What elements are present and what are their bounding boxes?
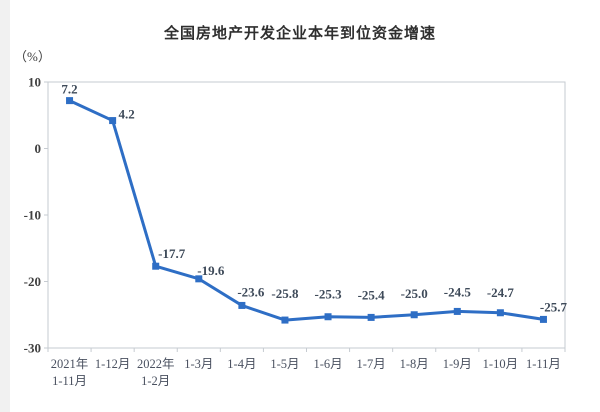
data-point-marker <box>410 311 418 319</box>
data-point-marker <box>539 315 547 323</box>
data-point-label: -24.5 <box>444 284 472 299</box>
data-point-marker <box>367 313 375 321</box>
data-point-label: -25.0 <box>401 286 428 301</box>
y-axis-unit-label: （%） <box>14 49 51 64</box>
data-point-label: -25.7 <box>540 299 568 314</box>
data-point-marker <box>496 309 504 317</box>
data-point-label: 7.2 <box>61 82 77 97</box>
y-tick-label: 10 <box>28 75 41 90</box>
data-point-marker <box>152 262 160 270</box>
x-tick-label: 1-4月 <box>227 357 256 371</box>
x-tick-label: 1-10月 <box>483 357 518 371</box>
x-tick-label: 1-9月 <box>443 357 472 371</box>
data-point-marker <box>195 275 203 283</box>
data-series-line <box>68 99 545 322</box>
x-tick-label: 1-7月 <box>357 357 386 371</box>
page-left-gutter <box>0 0 10 412</box>
data-point-marker <box>453 307 461 315</box>
y-tick-label: -20 <box>24 274 41 289</box>
data-point-label: -25.4 <box>358 287 386 302</box>
x-tick-label: 1-5月 <box>270 357 299 371</box>
data-point-label: -17.7 <box>158 246 186 261</box>
data-point-label: -25.8 <box>271 286 299 301</box>
y-tick-label: -30 <box>24 341 41 356</box>
data-point-label: -23.6 <box>237 284 265 299</box>
data-point-label: -25.3 <box>314 287 342 302</box>
x-tick-label: 1-3月 <box>184 357 213 371</box>
y-tick-label: -10 <box>24 208 41 223</box>
data-point-label: 4.2 <box>119 107 135 122</box>
data-point-marker <box>109 117 117 125</box>
x-tick-label: 1-12月 <box>95 357 130 371</box>
x-tick-label: 2022年 1-2月 <box>137 357 175 388</box>
x-tick-label: 1-6月 <box>313 357 342 371</box>
data-point-marker <box>238 301 246 309</box>
x-tick-label: 1-11月 <box>526 357 561 371</box>
plot-border <box>47 81 566 349</box>
data-point-marker <box>281 316 289 324</box>
x-tick-label: 1-8月 <box>400 357 429 371</box>
data-point-label: -19.6 <box>197 263 225 278</box>
chart-title: 全国房地产开发企业本年到位资金增速 <box>163 25 436 42</box>
x-tick-label: 2021年 1-11月 <box>51 357 89 388</box>
data-point-label: -24.7 <box>487 285 515 300</box>
data-point-marker <box>324 313 332 321</box>
y-tick-label: 0 <box>35 141 42 156</box>
data-point-marker <box>66 97 74 105</box>
